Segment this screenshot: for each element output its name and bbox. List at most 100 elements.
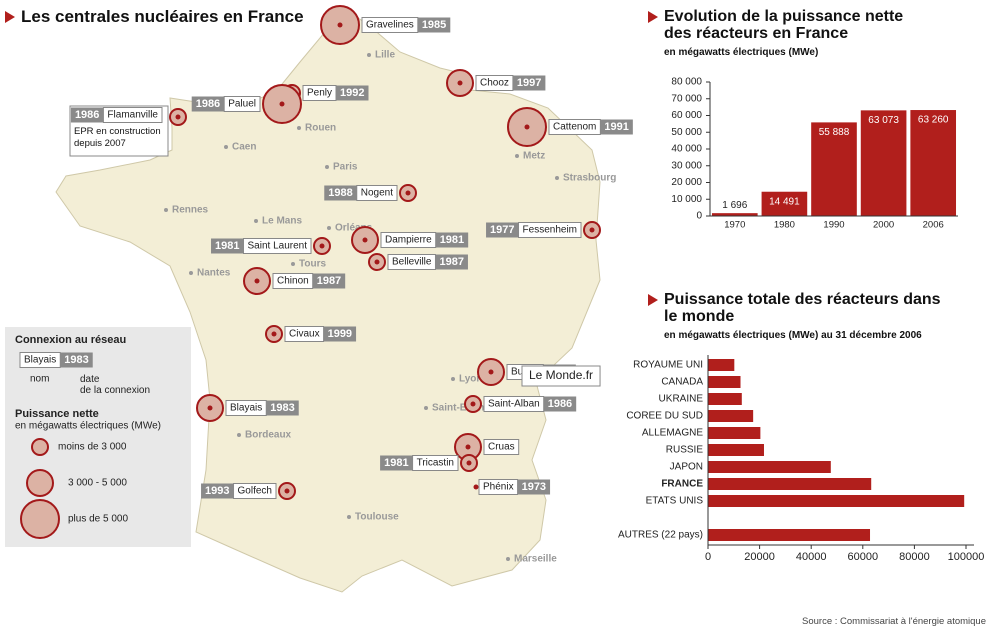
y-tick-label: 20 000 [671,177,702,188]
plant-year: 1999 [328,328,352,340]
bar [708,495,965,507]
y-tick-label: 60 000 [671,110,702,121]
plant-year: 1981 [440,234,464,246]
year-box [191,96,225,112]
y-tick-label: ROYAUME UNI [633,360,703,371]
plant-name: Saint-Alban [488,399,540,410]
plant-year: 1981 [384,457,408,469]
city-label: Orléans [335,223,373,234]
y-tick-label: CANADA [661,377,703,388]
bar [761,191,808,216]
year-box [324,185,357,201]
plant-dot [466,460,472,466]
plant-year: 1987 [439,256,463,268]
legend-title: Connexion au réseau [15,334,126,346]
plant-dot [175,114,181,120]
y-tick-label: AUTRES (22 pays) [618,530,703,541]
year-box [201,483,234,499]
city-label: Saint-Etienne [432,403,496,414]
plant-name: Golfech [238,486,272,497]
city-dot [164,208,168,212]
plant-year: 1973 [522,481,546,493]
plant-year: 1988 [328,187,352,199]
chart-subtitle: en mégawatts électriques (MWe) au 31 déc… [664,330,922,341]
city-label: Tours [299,259,326,270]
bar [708,444,764,456]
plant-name: Paluel [228,99,256,110]
x-tick-label: 1980 [774,220,795,231]
bar [910,110,957,216]
plant-name: Penly [307,88,332,99]
legend-label: plus de 5 000 [68,514,128,525]
x-tick-label: 2006 [923,220,944,231]
plant-name: Nogent [361,188,393,199]
plant-name: Cruas [488,442,515,453]
x-tick-label: 1970 [724,220,745,231]
y-tick-label: 80 000 [671,77,702,88]
y-tick-label: UKRAINE [659,394,704,405]
city-dot [325,165,329,169]
year-box [380,455,413,471]
plant-dot [284,488,290,494]
city-label: Le Mans [262,216,302,227]
city-dot [515,154,519,158]
city-dot [291,262,295,266]
bar [708,478,872,490]
y-tick-label: 70 000 [671,93,702,104]
plant-name: Civaux [289,329,320,340]
plant-name: Fessenheim [523,225,577,236]
y-tick-label: RUSSIE [666,445,704,456]
year-box [512,75,546,91]
bar [811,122,857,216]
year-box [543,396,577,412]
x-tick-label: 80000 [899,551,930,563]
city-dot [424,406,428,410]
city-dot [297,126,301,130]
plant-name: Flamanville [107,110,158,121]
year-box [517,479,551,495]
plant-dot [254,278,260,284]
value-label: 55 888 [819,127,850,138]
city-dot [237,433,241,437]
legend-circle [20,499,60,539]
year-box [211,238,244,254]
bar [711,213,758,216]
plant-year: 1986 [548,398,572,410]
legend-label: moins de 3 000 [58,442,127,453]
legend-circle [31,438,49,456]
x-tick-label: 20000 [744,551,775,563]
legend-caption: date de la connexion [80,374,150,396]
city-dot [506,557,510,561]
value-label: 14 491 [769,196,800,207]
bar [708,359,735,371]
value-label: 63 260 [918,115,949,126]
plant-year: 1987 [317,275,341,287]
city-dot [224,145,228,149]
plant-dot [589,227,595,233]
plant-name: Chooz [480,78,509,89]
note: EPR en construction depuis 2007 [74,126,161,149]
plant-name: Saint Laurent [248,241,308,252]
plant-name: Chinon [277,276,309,287]
city-dot [254,219,258,223]
legend-title: Puissance nette [15,408,99,420]
city-label: Toulouse [355,512,399,523]
bar [708,427,761,439]
bar [860,110,907,216]
bar [708,393,742,405]
plant-year: 1986 [75,109,99,121]
value-label: 1 696 [722,200,747,211]
year-box [312,273,346,289]
plant-dot [271,331,277,337]
year-box [417,17,451,33]
plant-dot [488,369,494,375]
city-dot [451,377,455,381]
plant-year: 1993 [205,485,229,497]
year-box [600,119,633,135]
year-box [435,232,469,248]
plant-year: 1997 [517,77,541,89]
plant-dot [465,444,471,450]
x-tick-label: 1990 [823,220,844,231]
plant-dot [374,259,380,265]
city-dot [327,226,331,230]
